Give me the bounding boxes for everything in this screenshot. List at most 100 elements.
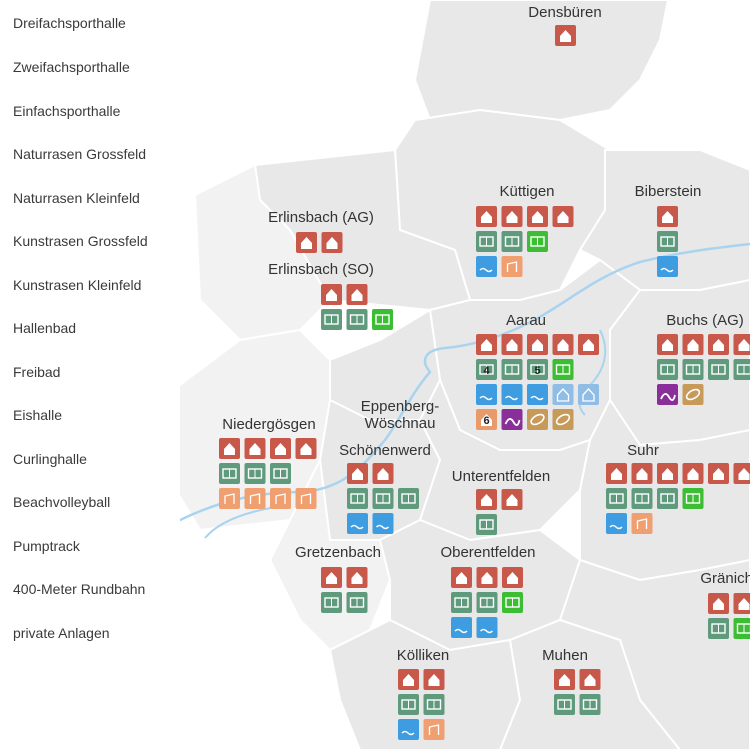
facility-icon-erlinsbach-so-hall[interactable] xyxy=(321,284,342,305)
legend-item-freibad[interactable]: Freibad xyxy=(13,364,61,380)
facility-icon-kuttigen-hall[interactable] xyxy=(476,206,497,227)
legend-item-kunstrasen-kleinfeld[interactable]: Kunstrasen Kleinfeld xyxy=(13,277,142,293)
facility-icon-erlinsbach-so-grass[interactable] xyxy=(346,309,368,330)
facility-icon-niedergosgen-grass[interactable] xyxy=(219,463,240,484)
facility-icon-unterentfelden-hall[interactable] xyxy=(476,489,497,510)
legend-item-beachvolleyball[interactable]: Beachvolleyball xyxy=(13,494,111,510)
facility-icon-kuttigen-grass[interactable] xyxy=(476,231,497,252)
facility-icon-kuttigen-turf[interactable] xyxy=(527,231,548,252)
facility-icon-erlinsbach-so-turf[interactable] xyxy=(372,309,393,330)
facility-icon-kuttigen-hall[interactable] xyxy=(527,206,548,227)
facility-icon-buchs-ag-pump[interactable] xyxy=(657,384,678,405)
facility-icon-granichen-grass[interactable] xyxy=(708,618,729,639)
facility-icon-aarau-hall[interactable] xyxy=(527,334,548,355)
facility-icon-suhr-hall[interactable] xyxy=(682,463,704,484)
facility-icon-schonenwerd-pool[interactable] xyxy=(372,513,394,534)
facility-icon-aarau-hall[interactable] xyxy=(552,334,574,355)
facility-icon-aarau-pool[interactable] xyxy=(527,384,548,405)
facility-icon-kolliken-grass[interactable] xyxy=(398,694,419,715)
facility-icon-niedergosgen-hall[interactable] xyxy=(244,438,266,459)
legend-item-400-meter-rundbahn[interactable]: 400-Meter Rundbahn xyxy=(13,581,146,597)
facility-icon-oberentfelden-hall[interactable] xyxy=(476,567,498,588)
facility-icon-erlinsbach-so-grass[interactable] xyxy=(321,309,342,330)
facility-icon-unterentfelden-grass[interactable] xyxy=(476,514,497,535)
facility-icon-biberstein-hall[interactable] xyxy=(657,206,678,227)
facility-icon-niedergosgen-beach[interactable] xyxy=(219,488,240,509)
legend-item-einfachsporthalle[interactable]: Einfachsporthalle xyxy=(13,103,121,119)
facility-icon-buchs-ag-grass[interactable] xyxy=(682,359,704,380)
facility-icon-kolliken-grass[interactable] xyxy=(423,694,445,715)
facility-icon-niedergosgen-grass[interactable] xyxy=(244,463,266,484)
facility-icon-muhen-hall[interactable] xyxy=(554,669,575,690)
facility-icon-schonenwerd-hall[interactable] xyxy=(372,463,394,484)
facility-icon-erlinsbach-ag-hall[interactable] xyxy=(296,232,317,253)
facility-icon-oberentfelden-turf[interactable] xyxy=(502,592,523,613)
facility-icon-suhr-pool[interactable] xyxy=(606,513,627,534)
facility-icon-oberentfelden-pool[interactable] xyxy=(476,617,498,638)
legend-item-private-anlagen[interactable]: private Anlagen xyxy=(13,625,110,641)
facility-icon-aarau-turf[interactable] xyxy=(552,359,574,380)
facility-icon-suhr-turf[interactable] xyxy=(682,488,704,509)
facility-icon-suhr-grass[interactable] xyxy=(606,488,627,509)
legend-item-kunstrasen-grossfeld[interactable]: Kunstrasen Grossfeld xyxy=(13,233,148,249)
facility-icon-kuttigen-grass[interactable] xyxy=(501,231,523,252)
facility-icon-kuttigen-beach[interactable] xyxy=(501,256,523,277)
facility-icon-kolliken-beach[interactable] xyxy=(423,719,445,740)
facility-icon-schonenwerd-grass[interactable] xyxy=(372,488,394,509)
facility-icon-suhr-hall[interactable] xyxy=(606,463,627,484)
facility-icon-kuttigen-pool[interactable] xyxy=(476,256,497,277)
facility-icon-schonenwerd-pool[interactable] xyxy=(347,513,368,534)
legend-item-eishalle[interactable]: Eishalle xyxy=(13,407,63,423)
facility-icon-aarau-private[interactable]: 6 xyxy=(476,409,497,430)
legend-item-curlinghalle[interactable]: Curlinghalle xyxy=(13,451,87,467)
facility-icon-oberentfelden-hall[interactable] xyxy=(502,567,523,588)
facility-icon-aarau-grass[interactable] xyxy=(501,359,523,380)
facility-icon-schonenwerd-hall[interactable] xyxy=(347,463,368,484)
facility-icon-aarau-ice[interactable] xyxy=(578,384,599,405)
legend-item-naturrasen-kleinfeld[interactable]: Naturrasen Kleinfeld xyxy=(13,190,140,206)
legend-item-dreifachsporthalle[interactable]: Dreifachsporthalle xyxy=(13,15,126,31)
facility-icon-aarau-track[interactable] xyxy=(527,409,548,430)
facility-icon-niedergosgen-hall[interactable] xyxy=(295,438,317,459)
facility-icon-oberentfelden-grass[interactable] xyxy=(476,592,498,613)
legend-item-zweifachsporthalle[interactable]: Zweifachsporthalle xyxy=(13,59,130,75)
facility-icon-oberentfelden-hall[interactable] xyxy=(451,567,472,588)
facility-icon-aarau-pump[interactable] xyxy=(501,409,523,430)
facility-icon-densburen-hall[interactable] xyxy=(555,25,576,46)
facility-icon-oberentfelden-grass[interactable] xyxy=(451,592,472,613)
facility-icon-suhr-hall[interactable] xyxy=(733,463,750,484)
facility-icon-buchs-ag-grass[interactable] xyxy=(708,359,729,380)
facility-icon-niedergosgen-beach[interactable] xyxy=(295,488,317,509)
facility-icon-buchs-ag-hall[interactable] xyxy=(733,334,750,355)
facility-icon-kuttigen-hall[interactable] xyxy=(501,206,523,227)
facility-icon-gretzenbach-hall[interactable] xyxy=(346,567,368,588)
facility-icon-buchs-ag-grass[interactable] xyxy=(657,359,678,380)
facility-icon-erlinsbach-ag-hall[interactable] xyxy=(321,232,343,253)
facility-icon-buchs-ag-hall[interactable] xyxy=(708,334,729,355)
facility-icon-oberentfelden-pool[interactable] xyxy=(451,617,472,638)
legend-item-naturrasen-grossfeld[interactable]: Naturrasen Grossfeld xyxy=(13,146,147,162)
facility-icon-muhen-grass[interactable] xyxy=(579,694,601,715)
facility-icon-kolliken-hall[interactable] xyxy=(398,669,419,690)
facility-icon-schonenwerd-grass[interactable] xyxy=(398,488,419,509)
facility-icon-schonenwerd-grass[interactable] xyxy=(347,488,368,509)
facility-icon-granichen-hall[interactable] xyxy=(708,593,729,614)
facility-icon-buchs-ag-hall[interactable] xyxy=(682,334,704,355)
facility-icon-muhen-hall[interactable] xyxy=(579,669,601,690)
legend-item-hallenbad[interactable]: Hallenbad xyxy=(13,320,77,336)
facility-icon-suhr-grass[interactable] xyxy=(657,488,678,509)
facility-icon-unterentfelden-hall[interactable] xyxy=(501,489,523,510)
facility-icon-aarau-pool[interactable] xyxy=(476,384,497,405)
facility-icon-muhen-grass[interactable] xyxy=(554,694,575,715)
facility-icon-suhr-beach[interactable] xyxy=(631,513,653,534)
facility-icon-buchs-ag-track[interactable] xyxy=(682,384,704,405)
facility-icon-suhr-hall[interactable] xyxy=(657,463,678,484)
facility-icon-aarau-grass[interactable]: 4 xyxy=(476,359,497,380)
facility-icon-aarau-grass[interactable]: 5 xyxy=(527,359,548,380)
facility-icon-aarau-ice[interactable] xyxy=(552,384,574,405)
facility-icon-aarau-hall[interactable] xyxy=(501,334,523,355)
facility-icon-suhr-hall[interactable] xyxy=(631,463,653,484)
facility-icon-buchs-ag-grass[interactable] xyxy=(733,359,750,380)
facility-icon-suhr-grass[interactable] xyxy=(631,488,653,509)
facility-icon-niedergosgen-hall[interactable] xyxy=(219,438,240,459)
